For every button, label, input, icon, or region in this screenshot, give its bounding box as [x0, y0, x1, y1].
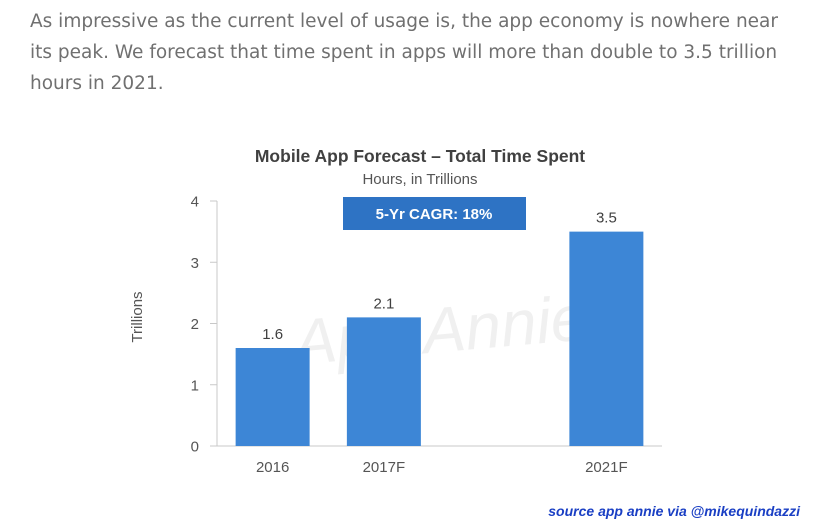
bar — [235, 348, 310, 446]
y-tick-label: 0 — [191, 439, 199, 456]
y-tick-label: 2 — [191, 316, 199, 333]
chart-title: Mobile App Forecast – Total Time Spent — [255, 146, 585, 166]
y-tick-label: 4 — [191, 194, 199, 211]
bar-data-label: 2.1 — [373, 295, 394, 312]
bar-data-label: 1.6 — [262, 326, 283, 343]
x-tick-label: 2021F — [585, 459, 628, 476]
cagr-annotation-label: 5-Yr CAGR: 18% — [376, 206, 493, 223]
bar — [569, 231, 644, 446]
bar-data-label: 3.5 — [596, 210, 617, 227]
bar-chart: Mobile App Forecast – Total Time Spent H… — [129, 146, 662, 476]
source-credit: source app annie via @mikequindazzi — [548, 503, 800, 519]
bar — [346, 317, 421, 446]
bar-series: 1.6 2.1 3.5 — [235, 210, 644, 446]
y-tick-label: 3 — [191, 255, 199, 272]
article-paragraph: As impressive as the current level of us… — [30, 11, 778, 94]
x-tick-label: 2016 — [256, 459, 289, 476]
x-axis-tick-labels: 2016 2017F 2021F — [256, 459, 628, 476]
y-axis-label: Trillions — [129, 291, 146, 342]
x-tick-label: 2017F — [363, 459, 406, 476]
chart-watermark: App Annie — [287, 281, 589, 379]
y-tick-label: 1 — [191, 377, 199, 394]
chart-subtitle: Hours, in Trillions — [362, 171, 477, 188]
cagr-annotation-box — [343, 197, 526, 230]
y-axis-ticks: 0 1 2 3 4 — [191, 194, 217, 456]
